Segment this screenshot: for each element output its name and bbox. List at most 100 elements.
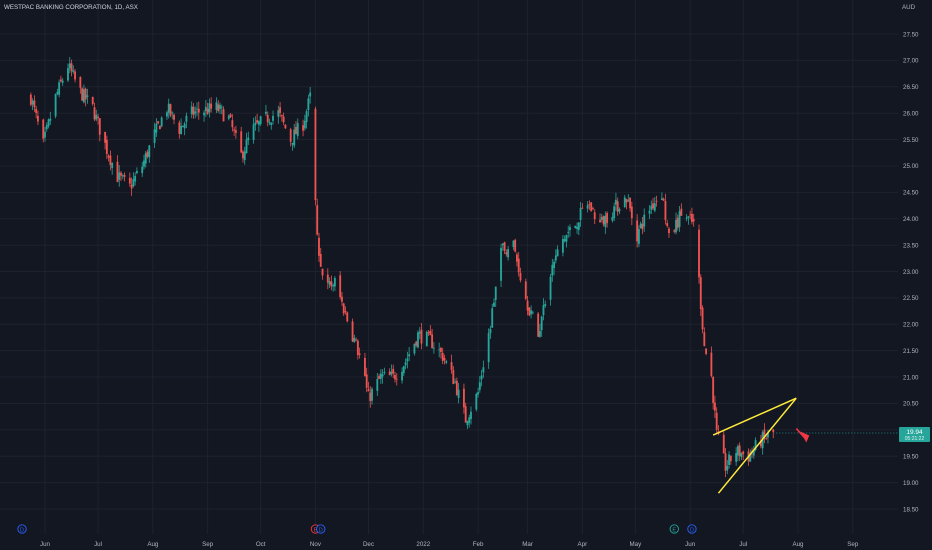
candle-down	[388, 368, 391, 376]
price-tick-label: 23.00	[903, 269, 919, 276]
candle-up	[445, 359, 448, 365]
candle-down	[590, 202, 593, 212]
candle-down	[528, 307, 531, 317]
wedge-lower-line	[717, 397, 797, 494]
candle-up	[190, 101, 193, 119]
candle-up	[438, 342, 441, 358]
price-tick-label: 25.50	[903, 137, 919, 144]
candle-up	[155, 118, 158, 137]
candle-down	[701, 305, 704, 334]
candle-up	[376, 373, 379, 396]
candle-up	[160, 116, 163, 128]
candle-up	[544, 300, 547, 308]
candle-up	[561, 235, 564, 257]
time-tick-label: Aug	[792, 541, 804, 548]
candle-up	[328, 277, 331, 288]
candle-up	[390, 364, 393, 377]
candle-up	[86, 88, 89, 104]
candle-down	[673, 229, 676, 234]
candle-up	[47, 118, 50, 129]
candle-up	[574, 225, 577, 229]
candle-up	[252, 117, 255, 144]
price-axis[interactable]: 18.5019.0019.5020.0020.5021.0021.5022.00…	[903, 31, 919, 513]
candle-down	[415, 340, 418, 348]
candle-up	[500, 243, 502, 288]
candle-down	[367, 381, 370, 392]
candle-up	[185, 112, 188, 129]
candle-up	[728, 451, 730, 469]
candle-down	[503, 241, 506, 254]
candle-down	[606, 211, 609, 228]
candle-down	[516, 252, 518, 267]
candle-down	[713, 395, 716, 418]
candle-up	[208, 98, 211, 118]
candle-down	[616, 197, 619, 216]
time-tick-label: Apr	[578, 541, 588, 548]
candle-down	[636, 214, 639, 248]
candle-up	[615, 192, 617, 211]
candle-up	[111, 162, 114, 175]
price-tick-label: 25.00	[903, 163, 919, 170]
candle-down	[355, 337, 358, 342]
price-tick-label: 26.00	[903, 110, 919, 117]
candle-up	[627, 194, 630, 202]
candle-down	[655, 195, 658, 207]
candle-up	[309, 86, 312, 104]
candle-down	[427, 330, 430, 337]
price-tick-label: 27.50	[903, 31, 919, 38]
candle-up	[194, 106, 197, 119]
price-tick-label: 24.00	[903, 216, 919, 223]
price-tick-label: 21.50	[903, 348, 919, 355]
candle-up	[196, 102, 198, 117]
dividend-marker[interactable]: D	[316, 524, 326, 534]
price-tick-label: 27.00	[903, 58, 919, 65]
candle-down	[79, 76, 82, 94]
candle-down	[602, 215, 605, 227]
candle-up	[623, 194, 626, 208]
earnings-marker[interactable]: E	[669, 524, 679, 534]
candle-down	[93, 102, 96, 122]
candle-down	[91, 96, 94, 106]
candle-up	[569, 224, 571, 237]
candle-up	[494, 286, 497, 307]
dividend-marker[interactable]: D	[17, 524, 27, 534]
candle-up	[432, 342, 435, 354]
candle-up	[487, 328, 490, 369]
candle-up	[752, 446, 755, 459]
candle-up	[425, 330, 428, 347]
candle-down	[356, 339, 359, 360]
time-tick-label: Nov	[310, 541, 322, 548]
dividend-marker[interactable]: D	[687, 524, 697, 534]
candle-up	[408, 346, 411, 362]
candle-up	[134, 172, 137, 186]
candle-down	[206, 102, 209, 115]
candle-down	[37, 110, 39, 126]
time-tick-label: May	[630, 541, 643, 548]
candle-down	[351, 318, 354, 343]
candle-up	[153, 122, 156, 148]
candle-up	[740, 452, 743, 461]
candle-down	[517, 252, 520, 277]
candle-down	[35, 106, 38, 119]
candle-up	[265, 104, 267, 116]
candle-down	[588, 200, 591, 210]
candle-up	[381, 369, 384, 384]
candle-up	[166, 110, 168, 120]
candle-down	[233, 127, 236, 136]
candle-down	[689, 210, 692, 220]
candle-down	[158, 125, 161, 130]
candle-up	[332, 283, 335, 292]
candle-down	[279, 102, 282, 118]
candle-up	[54, 93, 57, 119]
candle-up	[650, 200, 653, 215]
candle-up	[68, 57, 71, 74]
candle-down	[699, 274, 702, 317]
grid	[0, 0, 898, 534]
time-axis[interactable]: Jun Jul Aug Sep Oct Nov Dec 2022 Feb Mar Apr May Jun…	[40, 541, 859, 548]
candle-up	[579, 201, 582, 227]
candle-down	[395, 373, 398, 386]
price-tick-label: 22.50	[903, 295, 919, 302]
candle-up	[577, 222, 580, 236]
candle-up	[586, 201, 589, 213]
